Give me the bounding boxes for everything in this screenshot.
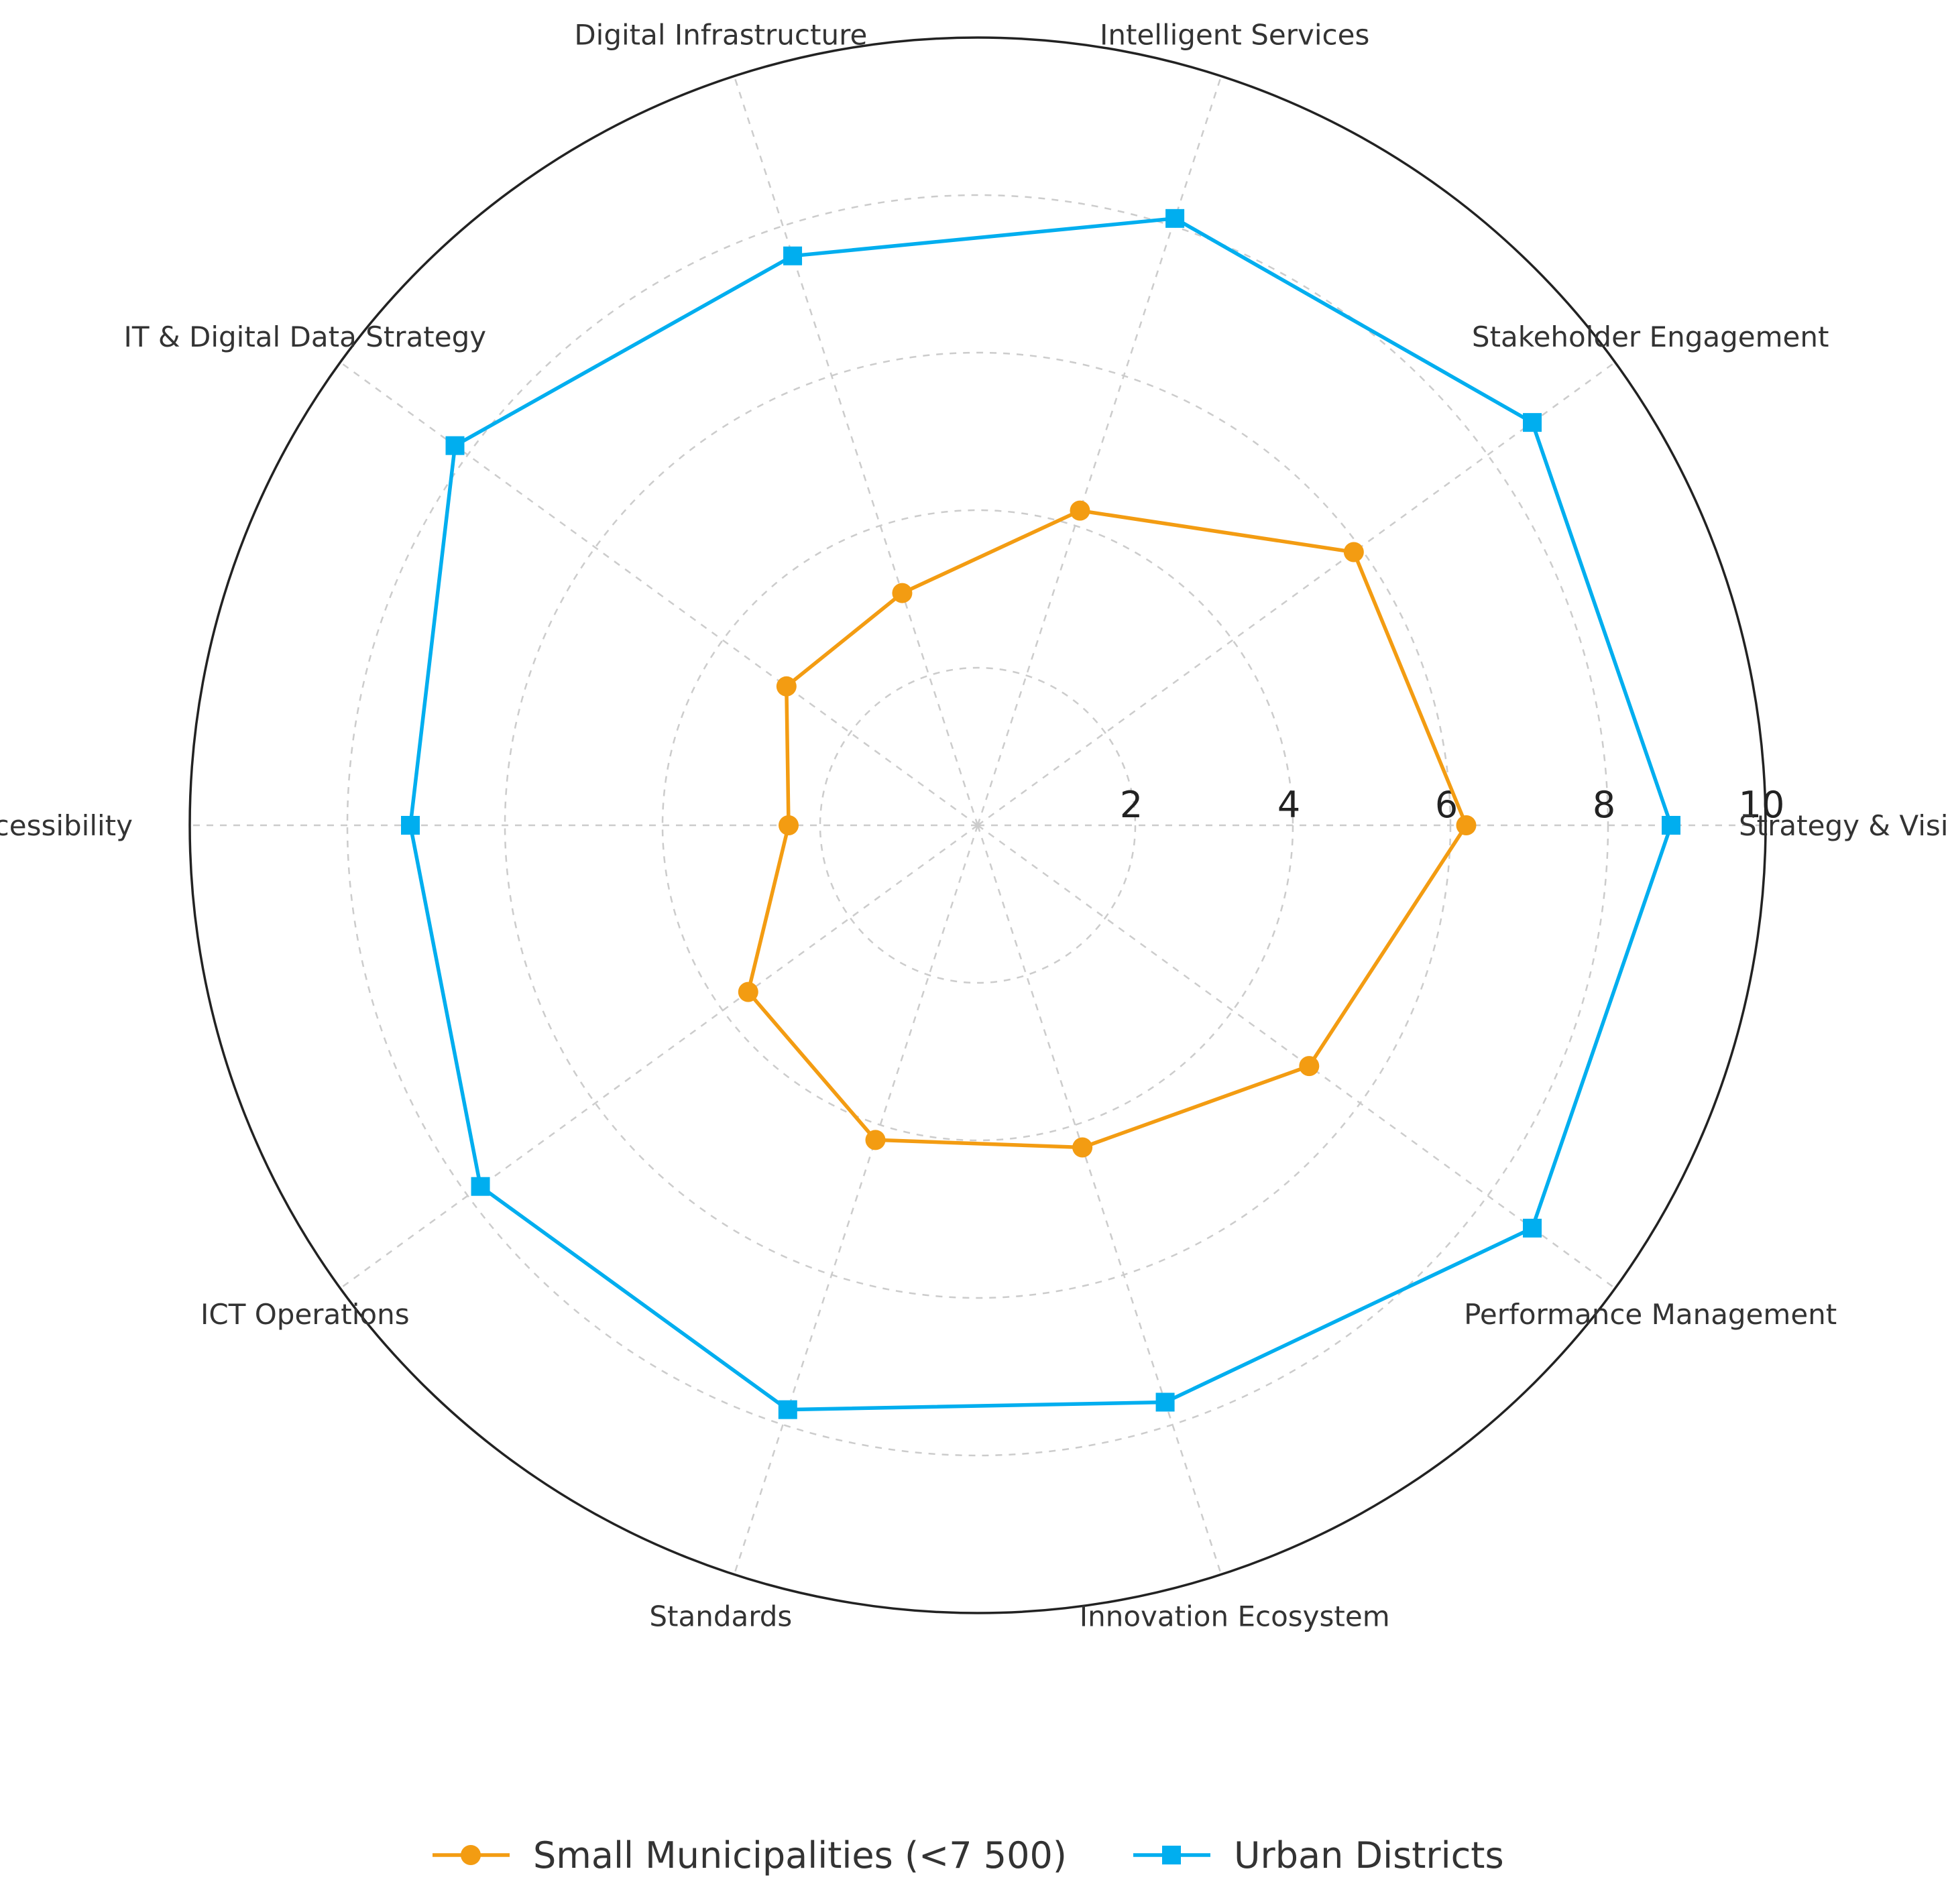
legend-item: Urban Districts <box>1133 1834 1504 1877</box>
category-label: Innovation Ecosystem <box>1080 1600 1390 1632</box>
data-point <box>1662 816 1680 835</box>
data-point <box>1070 500 1090 521</box>
legend-marker <box>1162 1846 1181 1864</box>
series-small-municipalities <box>738 500 1477 1158</box>
category-label: Standards <box>649 1600 792 1632</box>
data-point <box>865 1130 886 1150</box>
spoke-line <box>733 825 979 1575</box>
data-point <box>1299 1056 1320 1077</box>
data-point <box>401 816 420 835</box>
spoke-line <box>977 824 1616 1289</box>
category-label: Stakeholder Engagement <box>1472 320 1829 353</box>
radial-tick-label: 2 <box>1120 784 1143 826</box>
data-point <box>1343 542 1364 562</box>
category-label: Intelligent Services <box>1100 19 1369 52</box>
series-layer <box>401 209 1680 1419</box>
outer-ring <box>188 36 1767 1614</box>
data-point <box>1523 1218 1542 1238</box>
category-label: Digital Infrastructure <box>574 19 867 52</box>
series-urban-districts <box>401 209 1680 1419</box>
category-label: ICT Operations <box>201 1298 410 1331</box>
legend-label: Urban Districts <box>1234 1834 1504 1877</box>
data-point <box>471 1177 490 1196</box>
spoke-layer <box>190 76 1766 1575</box>
data-point <box>779 815 799 835</box>
spoke-line <box>733 76 979 826</box>
data-point <box>1456 815 1477 835</box>
category-label: Data Accessibility <box>0 809 133 842</box>
data-point <box>776 676 797 697</box>
legend-label: Small Municipalities (<7 500) <box>533 1834 1067 1877</box>
category-labels: Strategy & Vision Stakeholder Engagement I… <box>0 19 1946 1633</box>
legend-item: Small Municipalities (<7 500) <box>433 1834 1067 1877</box>
spoke-line <box>339 361 978 827</box>
data-point <box>1072 1137 1093 1158</box>
radial-tick-label: 8 <box>1593 784 1615 826</box>
category-label: Performance Management <box>1464 1298 1837 1331</box>
legend-marker <box>461 1845 481 1865</box>
series-line <box>746 508 1469 1150</box>
legend: Small Municipalities (<7 500) Urban Distr… <box>433 1834 1504 1877</box>
radial-tick-label: 4 <box>1277 784 1300 826</box>
radial-tick-label: 6 <box>1435 784 1458 826</box>
radial-tick-label: 10 <box>1739 784 1785 826</box>
category-label: Strategy & Vision <box>1739 809 1946 842</box>
data-point <box>778 1400 797 1419</box>
spoke-line <box>339 824 978 1289</box>
grid-ring <box>819 666 1137 984</box>
series-line <box>408 217 1673 1412</box>
data-point <box>783 246 803 265</box>
spoke-line <box>977 361 1616 827</box>
data-point <box>738 981 758 1002</box>
radial-tick-labels: 2 4 6 8 10 <box>1120 784 1785 826</box>
category-label: IT & Digital Data Strategy <box>123 320 486 353</box>
data-point <box>892 583 913 603</box>
data-point <box>1523 413 1542 432</box>
data-point <box>1165 209 1185 228</box>
data-point <box>445 436 465 455</box>
spoke-line <box>976 825 1222 1575</box>
spoke-line <box>976 76 1222 826</box>
data-point <box>1155 1392 1175 1412</box>
